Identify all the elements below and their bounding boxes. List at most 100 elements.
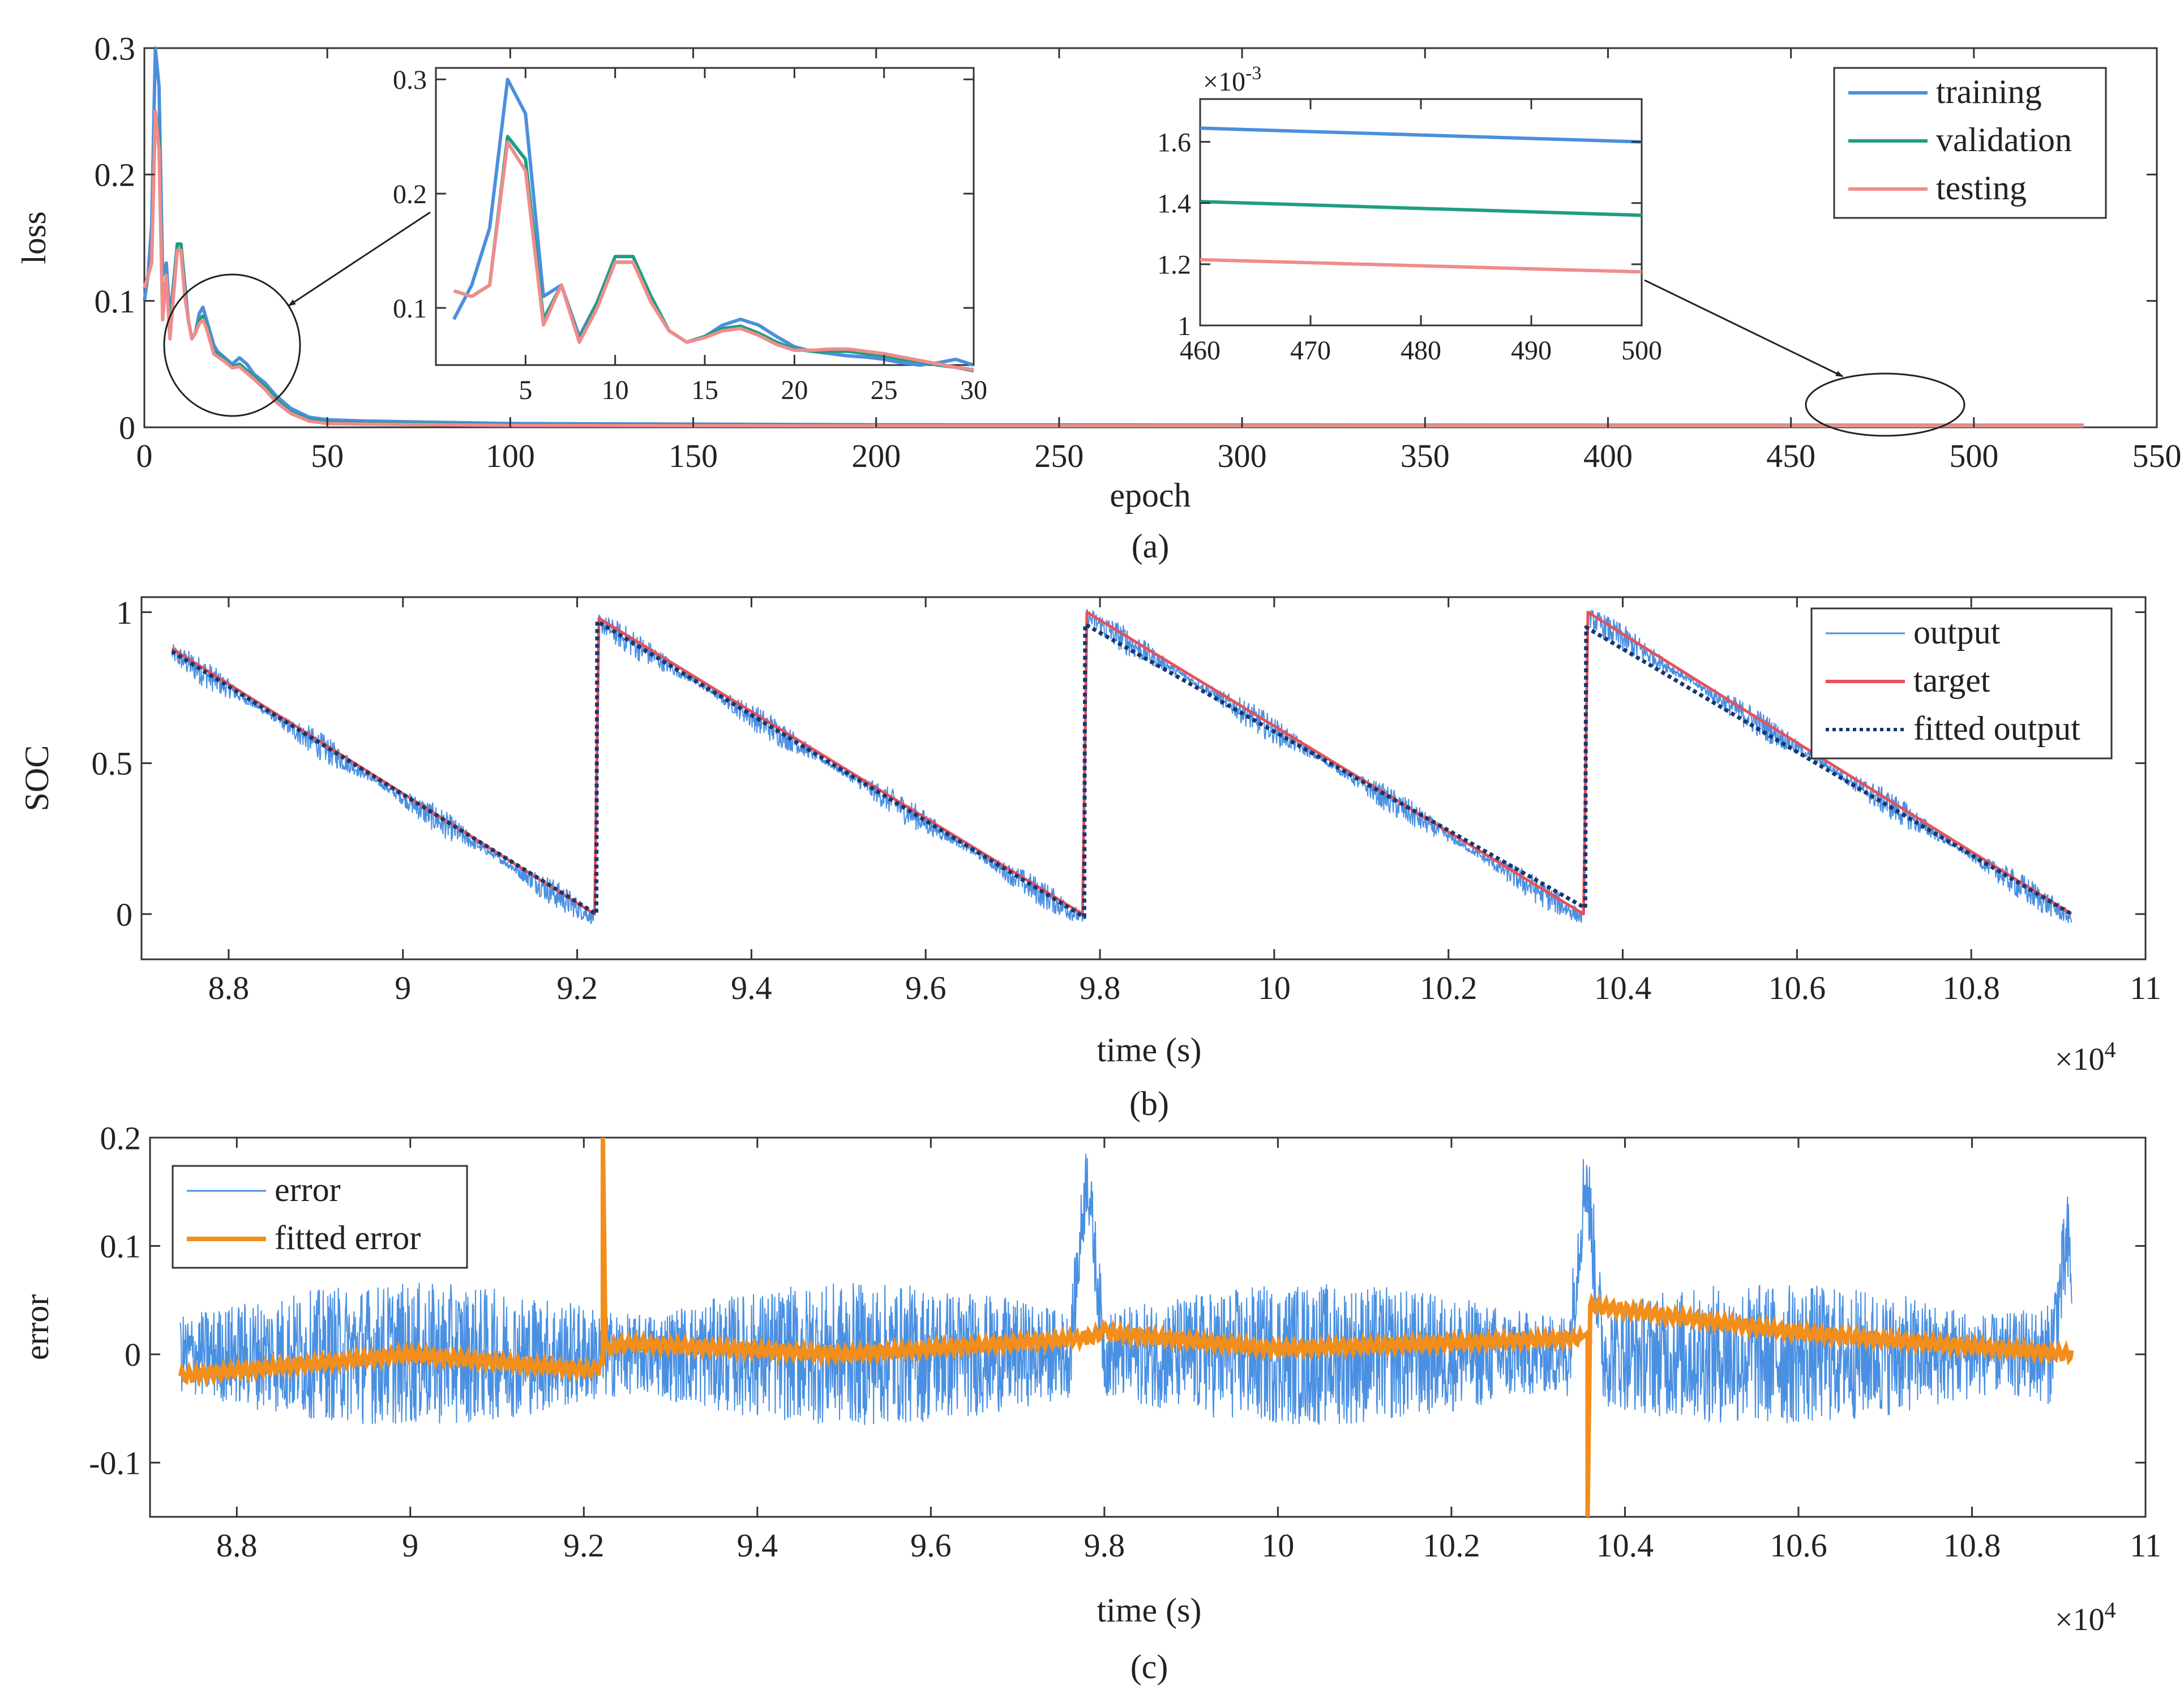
x-tick-label: 450 <box>1766 438 1815 474</box>
panel-c-series-layer <box>178 1137 2074 1517</box>
legend-label-output: output <box>1913 614 2001 651</box>
x-tick-label: 9.8 <box>1084 1527 1125 1564</box>
x-tick-label: 9.2 <box>556 970 598 1006</box>
y-tick-label: -0.1 <box>89 1445 141 1482</box>
x-tick-label: 500 <box>1621 336 1662 366</box>
panel-c-scale-label: ×104 <box>2055 1597 2116 1637</box>
y-tick-label: 0.1 <box>100 1228 142 1265</box>
legend-label-error: error <box>275 1171 341 1208</box>
zoom-arrow-right <box>1644 279 1844 378</box>
x-tick-label: 11 <box>2130 970 2161 1006</box>
series-line-training <box>1200 126 1642 144</box>
x-tick-label: 8.8 <box>208 970 250 1006</box>
y-tick-label: 0.2 <box>100 1120 142 1156</box>
inset2-scale-label: ×10-3 <box>1203 63 1261 97</box>
panel-b-soc-chart: 8.8 9 9.2 9.4 9.6 9.8 10 10.2 10.4 10.6 10.8 11 0 0.5… <box>18 594 2161 1122</box>
x-tick-label: 250 <box>1034 438 1084 474</box>
panel-c-axes-box <box>149 1136 2147 1518</box>
y-tick-label: 0 <box>116 896 132 933</box>
legend-label-testing: testing <box>1936 169 2027 207</box>
series-line-testing <box>1200 258 1642 274</box>
y-tick-label: 1.6 <box>1157 127 1191 157</box>
x-tick-label: 470 <box>1290 336 1331 366</box>
x-tick-label: 15 <box>691 375 718 405</box>
x-tick-label: 150 <box>669 438 718 474</box>
x-tick-label: 10.6 <box>1768 970 1826 1006</box>
x-tick-label: 10.8 <box>1942 970 2000 1006</box>
x-tick-label: 400 <box>1583 438 1633 474</box>
panel-c-legend: error fitted error <box>172 1165 468 1269</box>
x-tick-label: 480 <box>1401 336 1441 366</box>
x-tick-label: 9.8 <box>1080 970 1121 1006</box>
panel-a-caption: (a) <box>1132 527 1170 565</box>
y-tick-label: 0 <box>125 1336 141 1373</box>
panel-c-caption: (c) <box>1130 1648 1168 1685</box>
legend-label-fitted-output: fitted output <box>1913 710 2080 747</box>
panel-b-xlabel: time (s) <box>1097 1031 1202 1069</box>
x-tick-label: 500 <box>1949 438 1998 474</box>
legend-label-fitted-error: fitted error <box>275 1219 421 1256</box>
x-tick-label: 9.6 <box>910 1527 952 1564</box>
x-tick-label: 20 <box>781 375 808 405</box>
x-tick-label: 25 <box>871 375 898 405</box>
series-line-testing <box>453 140 974 372</box>
x-tick-label: 9 <box>395 970 411 1006</box>
y-tick-label: 0.3 <box>393 65 427 95</box>
x-tick-label: 10.6 <box>1770 1527 1827 1564</box>
x-tick-label: 460 <box>1180 336 1221 366</box>
x-tick-label: 9.6 <box>905 970 947 1006</box>
x-tick-label: 9.4 <box>731 970 772 1006</box>
panel-b-caption: (b) <box>1129 1085 1169 1122</box>
x-tick-label: 0 <box>136 438 153 474</box>
x-tick-label: 10 <box>602 375 629 405</box>
panel-a-ylabel: loss <box>15 211 53 264</box>
panel-b-series-layer <box>171 608 2072 925</box>
x-tick-label: 10.4 <box>1594 970 1652 1006</box>
x-tick-label: 490 <box>1511 336 1552 366</box>
legend-label-training: training <box>1936 73 2042 110</box>
zoom-ellipse-left <box>163 273 301 417</box>
y-tick-label: 1.2 <box>1157 250 1191 280</box>
series-line-fitted-output <box>171 619 2072 919</box>
panel-c-xlabel: time (s) <box>1097 1592 1202 1629</box>
x-tick-label: 9 <box>402 1527 418 1564</box>
x-tick-label: 11 <box>2130 1527 2161 1564</box>
y-tick-label: 0.5 <box>92 745 133 782</box>
panel-b-ylabel: SOC <box>18 745 55 812</box>
series-line-testing <box>143 109 2084 428</box>
zoom-arrow-left <box>288 211 431 307</box>
x-tick-label: 9.4 <box>737 1527 778 1564</box>
series-line-fitted-error <box>178 1137 2074 1517</box>
x-tick-label: 10 <box>1258 970 1291 1006</box>
series-line-error <box>179 1153 2072 1425</box>
panel-c-ylabel: error <box>18 1294 55 1361</box>
inset-epochs-460-500: 460 470 480 490 500 1 1.2 1.4 1.6 ×10-3 <box>1157 63 1662 366</box>
y-tick-label: 0.2 <box>393 179 427 209</box>
series-line-target <box>171 611 2072 916</box>
legend-label-validation: validation <box>1936 121 2072 158</box>
panel-c-error-chart: 8.8 9 9.2 9.4 9.6 9.8 10 10.2 10.4 10.6 10.8 11 -0.1… <box>18 1120 2161 1685</box>
panel-b-scale-label: ×104 <box>2055 1037 2116 1077</box>
x-tick-label: 200 <box>851 438 901 474</box>
x-tick-label: 550 <box>2132 438 2182 474</box>
y-tick-label: 0.3 <box>95 30 136 67</box>
panel-a-loss-chart: 0 50 100 150 200 250 300 350 400 450 500 55000.10.2… <box>15 30 2182 565</box>
x-tick-label: 10.2 <box>1420 970 1478 1006</box>
legend-label-target: target <box>1913 662 1990 699</box>
panel-b-axes-box <box>140 596 2147 960</box>
y-tick-label: 0.2 <box>95 157 136 194</box>
x-tick-label: 9.2 <box>563 1527 605 1564</box>
y-tick-label: 1.4 <box>1157 189 1191 219</box>
y-tick-label: 0 <box>119 409 135 446</box>
x-tick-label: 5 <box>519 375 532 405</box>
x-tick-label: 30 <box>960 375 987 405</box>
x-tick-label: 10.2 <box>1423 1527 1480 1564</box>
x-tick-label: 300 <box>1218 438 1267 474</box>
zoom-ellipse-right <box>1805 372 1965 437</box>
panel-a-legend: training validation testing <box>1833 67 2107 219</box>
x-tick-label: 100 <box>486 438 535 474</box>
x-tick-label: 8.8 <box>216 1527 258 1564</box>
y-tick-label: 0.1 <box>393 294 427 324</box>
y-tick-label: 1 <box>116 594 132 631</box>
